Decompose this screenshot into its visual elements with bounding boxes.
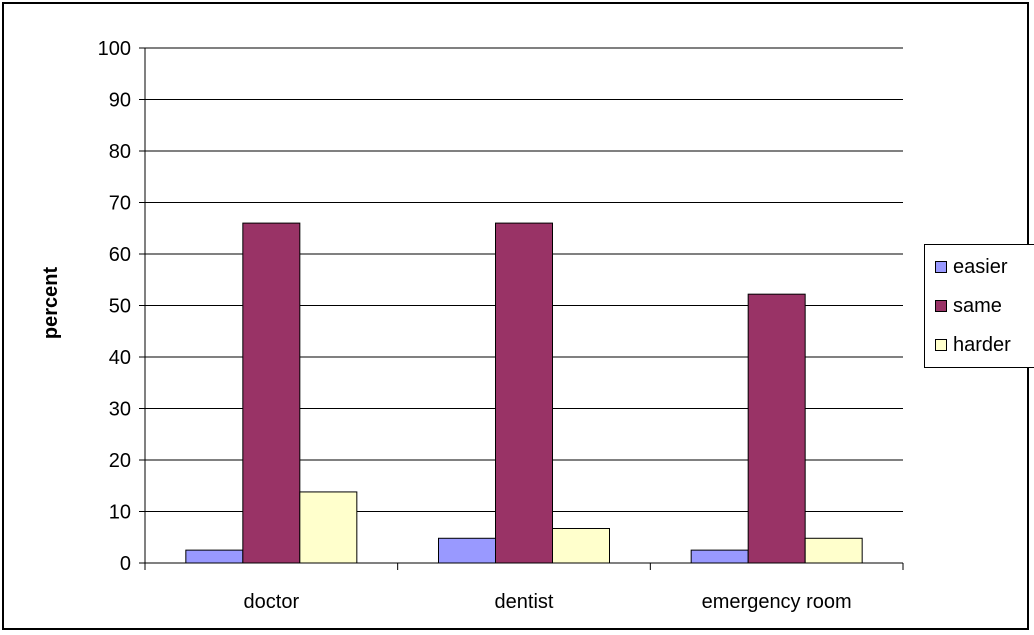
y-tick-label: 80 (109, 141, 131, 163)
y-tick-label: 70 (109, 193, 131, 215)
legend-item-easier: easier (935, 254, 1007, 280)
bar-harder-emergency-room (804, 537, 863, 564)
legend: easier same harder (924, 244, 1034, 368)
x-tick-label: dentist (495, 591, 554, 613)
legend-swatch-same (935, 300, 947, 312)
legend-swatch-harder (935, 339, 947, 351)
x-tick-label: emergency room (702, 591, 852, 613)
y-tick-label: 60 (109, 244, 131, 266)
legend-label-easier: easier (953, 255, 1008, 278)
legend-swatch-easier (935, 261, 947, 273)
y-tick-label: 90 (109, 90, 131, 112)
legend-item-harder: harder (935, 332, 1011, 358)
bar-same-emergency-room (747, 293, 806, 564)
bar-easier-emergency-room (690, 549, 749, 564)
legend-label-harder: harder (953, 333, 1011, 356)
bar-easier-doctor (185, 549, 244, 564)
y-tick-label: 100 (98, 38, 131, 60)
bar-same-doctor (242, 222, 301, 564)
legend-item-same: same (935, 293, 1002, 319)
bar-harder-dentist (552, 527, 610, 564)
x-tick-label: doctor (244, 591, 300, 613)
y-tick-label: 30 (109, 399, 131, 421)
legend-label-same: same (953, 294, 1002, 317)
y-tick-label: 20 (109, 450, 131, 472)
y-tick-label: 40 (109, 347, 131, 369)
y-axis-label: percent (40, 267, 62, 340)
bar-easier-dentist (438, 537, 496, 564)
bar-same-dentist (495, 222, 553, 564)
bar-harder-doctor (299, 491, 358, 564)
y-tick-label: 50 (109, 296, 131, 318)
y-tick-label: 10 (109, 502, 131, 524)
y-tick-label: 0 (120, 553, 131, 575)
